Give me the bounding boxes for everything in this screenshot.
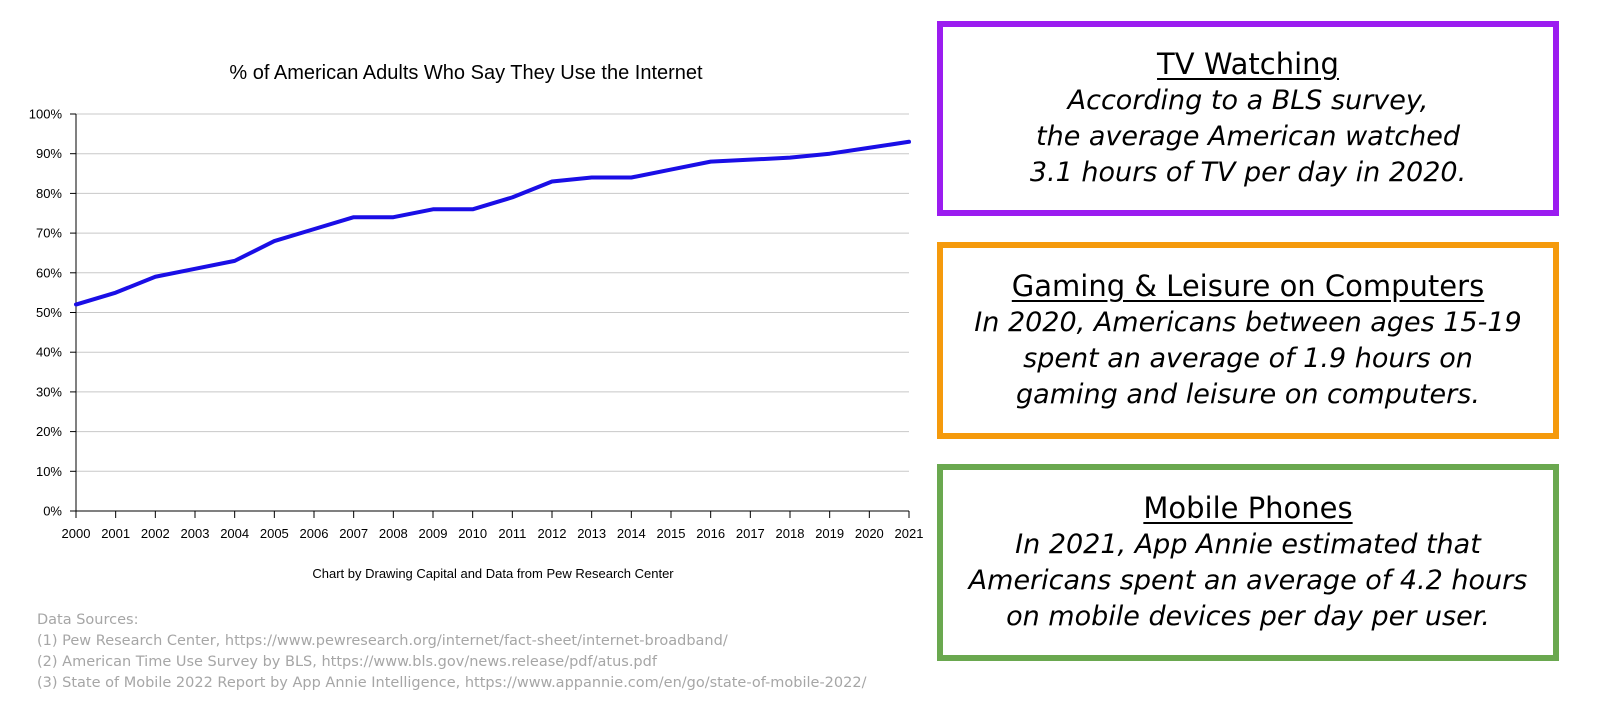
box-line: Americans spent an average of 4.2 hours — [968, 565, 1528, 596]
x-tick-label: 2017 — [736, 526, 765, 541]
y-tick-label: 0% — [43, 504, 62, 519]
box-title: Gaming & Leisure on Computers — [1011, 269, 1485, 303]
x-tick-label: 2003 — [181, 526, 210, 541]
source-item: (2) American Time Use Survey by BLS, htt… — [37, 654, 657, 670]
y-tick-label: 30% — [36, 384, 62, 399]
box-line: In 2020, Americans between ages 15-19 — [974, 307, 1522, 338]
x-tick-label: 2009 — [419, 526, 448, 541]
x-tick-label: 2006 — [300, 526, 329, 541]
x-tick-label: 2000 — [62, 526, 91, 541]
box-line: According to a BLS survey, — [1067, 85, 1429, 116]
box-title: Mobile Phones — [1143, 491, 1353, 525]
x-tick-label: 2001 — [101, 526, 130, 541]
sources-heading: Data Sources: — [37, 612, 139, 628]
x-tick-label: 2007 — [339, 526, 368, 541]
box-line: on mobile devices per day per user. — [1006, 601, 1490, 632]
y-tick-label: 80% — [36, 186, 62, 201]
x-tick-label: 2005 — [260, 526, 289, 541]
y-tick-label: 50% — [36, 305, 62, 320]
box-line: gaming and leisure on computers. — [1016, 379, 1480, 410]
mobile-phones-box: Mobile Phones In 2021, App Annie estimat… — [937, 464, 1559, 661]
data-sources: Data Sources: (1) Pew Research Center, h… — [37, 610, 866, 694]
x-tick-label: 2012 — [538, 526, 567, 541]
x-tick-label: 2011 — [498, 526, 526, 541]
series-line — [74, 139, 911, 307]
y-tick-label: 90% — [36, 146, 62, 161]
x-tick-label: 2004 — [220, 526, 249, 541]
y-tick-label: 20% — [36, 424, 62, 439]
gridlines — [76, 113, 909, 472]
y-tick-label: 40% — [36, 345, 62, 360]
x-tick-label: 2019 — [815, 526, 844, 541]
x-axis-ticks: 2000 2001 2002 2003 2004 2005 2006 2007 2008 2009… — [62, 511, 924, 541]
box-line: spent an average of 1.9 hours on — [1023, 343, 1473, 374]
x-tick-label: 2008 — [379, 526, 408, 541]
y-axis-ticks: 0% 10% 20% 30% 40% 50% 60% 70% 80% 90% 100% — [29, 107, 76, 519]
x-tick-label: 2018 — [776, 526, 805, 541]
box-line: In 2021, App Annie estimated that — [1015, 529, 1481, 560]
series — [74, 139, 911, 307]
box-body: In 2020, Americans between ages 15-19 sp… — [974, 305, 1521, 413]
gaming-leisure-box: Gaming & Leisure on Computers In 2020, A… — [937, 242, 1559, 439]
box-title: TV Watching — [1157, 47, 1339, 81]
y-tick-label: 10% — [36, 464, 62, 479]
y-tick-label: 60% — [36, 265, 62, 280]
chart-caption: Chart by Drawing Capital and Data from P… — [312, 566, 674, 581]
y-tick-label: 70% — [36, 226, 62, 241]
x-tick-label: 2014 — [617, 526, 646, 541]
box-body: In 2021, App Annie estimated that Americ… — [969, 527, 1528, 635]
chart-title: % of American Adults Who Say They Use th… — [229, 62, 703, 84]
y-tick-label: 100% — [29, 107, 63, 122]
box-line: the average American watched — [1036, 121, 1460, 152]
tv-watching-box: TV Watching According to a BLS survey, t… — [937, 21, 1559, 216]
source-item: (3) State of Mobile 2022 Report by App A… — [37, 675, 867, 691]
x-tick-label: 2010 — [458, 526, 487, 541]
x-tick-label: 2002 — [141, 526, 170, 541]
box-line: 3.1 hours of TV per day in 2020. — [1029, 157, 1467, 188]
internet-usage-chart: % of American Adults Who Say They Use th… — [29, 62, 924, 581]
x-tick-label: 2015 — [657, 526, 686, 541]
source-item: (1) Pew Research Center, https://www.pew… — [37, 633, 728, 649]
x-tick-label: 2021 — [895, 526, 924, 541]
x-tick-label: 2013 — [577, 526, 606, 541]
box-body: According to a BLS survey, the average A… — [1030, 83, 1466, 191]
x-tick-label: 2016 — [696, 526, 725, 541]
x-tick-label: 2020 — [855, 526, 884, 541]
